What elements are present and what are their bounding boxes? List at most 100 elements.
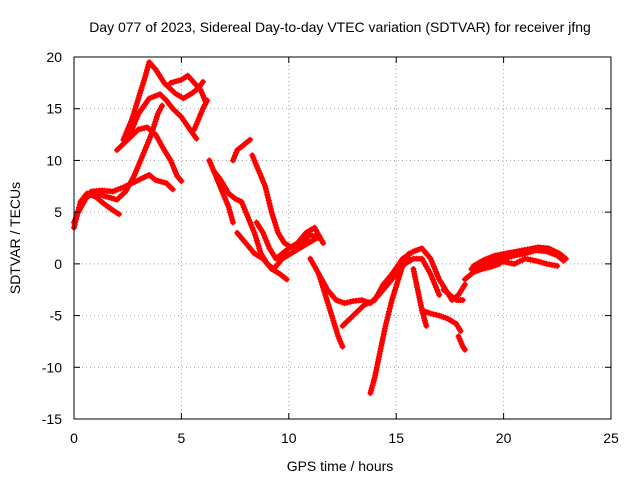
data-point <box>386 305 393 312</box>
axis-ticks: 0 5 10 15 20 25 -15 -10 -5 0 5 10 15 20 <box>42 49 619 446</box>
data-point <box>167 79 174 86</box>
data-point <box>540 260 547 267</box>
data-point <box>461 281 468 288</box>
data-point <box>95 191 102 198</box>
y-tick-label: -10 <box>42 359 62 375</box>
data-point <box>341 300 348 307</box>
data-point <box>155 177 162 184</box>
data-point <box>247 136 254 143</box>
series-points-arc-10 <box>206 157 236 226</box>
y-tick-label: 15 <box>46 101 62 117</box>
x-tick-label: 15 <box>388 430 404 446</box>
data-point <box>430 311 437 318</box>
series-points-arc-5 <box>120 59 206 143</box>
data-point <box>427 310 434 317</box>
data-point <box>360 302 367 309</box>
data-point <box>100 192 107 199</box>
data-point <box>382 322 389 329</box>
data-point <box>204 97 211 104</box>
data-point <box>134 177 141 184</box>
data-point <box>116 211 123 218</box>
data-point <box>170 79 177 86</box>
data-point <box>157 178 164 185</box>
data-point <box>265 197 272 204</box>
data-point <box>283 276 290 283</box>
series-points-arc-15 <box>234 229 290 283</box>
data-point <box>138 125 145 132</box>
data-point <box>514 259 521 266</box>
data-point <box>173 78 180 85</box>
data-point <box>262 183 269 190</box>
series-points-arc-26 <box>470 244 569 269</box>
y-tick-label: 20 <box>46 49 62 65</box>
y-tick-label: 0 <box>54 256 62 272</box>
data-point <box>151 93 158 100</box>
data-point <box>433 311 440 318</box>
data-point <box>548 246 555 253</box>
series-points-arc-12 <box>249 152 322 252</box>
data-point <box>146 95 153 102</box>
y-tick-label: -15 <box>42 411 62 427</box>
data-point <box>457 328 464 335</box>
y-tick-label: 10 <box>46 152 62 168</box>
data-point <box>154 92 161 99</box>
data-point <box>538 259 545 266</box>
data-point <box>385 311 392 318</box>
x-tick-label: 0 <box>70 430 78 446</box>
data-points <box>71 59 569 397</box>
data-point <box>551 247 558 254</box>
data-point <box>117 185 124 192</box>
data-point <box>92 190 99 197</box>
x-axis-label: GPS time / hours <box>287 458 394 474</box>
data-point <box>384 314 391 321</box>
data-point <box>363 300 370 307</box>
data-point <box>263 189 270 196</box>
data-point <box>169 186 176 193</box>
data-point <box>387 302 394 309</box>
series-points-arc-7 <box>167 72 209 104</box>
data-point <box>265 194 272 201</box>
data-point <box>532 257 539 264</box>
data-point <box>479 266 486 273</box>
data-point <box>160 179 167 186</box>
data-point <box>511 260 518 267</box>
y-tick-label: 5 <box>54 204 62 220</box>
y-tick-label: -5 <box>50 308 63 324</box>
series-points-arc-24 <box>455 333 468 353</box>
data-point <box>267 206 274 213</box>
data-point <box>483 255 490 262</box>
data-point <box>141 125 148 132</box>
data-point <box>229 219 236 226</box>
x-tick-label: 5 <box>178 430 186 446</box>
data-point <box>339 343 346 350</box>
data-point <box>175 77 182 84</box>
series-points-arc-6 <box>124 91 200 143</box>
data-point <box>313 235 320 241</box>
data-point <box>266 200 273 207</box>
data-point <box>386 308 393 315</box>
series-points-arc-8 <box>191 97 211 133</box>
data-point <box>103 193 110 200</box>
data-point <box>562 255 569 262</box>
data-point <box>516 258 523 265</box>
data-point <box>108 195 115 202</box>
data-point <box>267 203 274 210</box>
series-points-arc-23 <box>440 286 466 304</box>
data-point <box>535 258 542 265</box>
data-point <box>383 317 390 324</box>
data-point <box>496 260 503 267</box>
series-points-arc-28 <box>461 260 503 283</box>
data-point <box>347 298 354 305</box>
x-tick-label: 25 <box>603 430 619 446</box>
grid <box>74 57 611 419</box>
data-point <box>519 256 526 263</box>
data-point <box>135 126 142 133</box>
data-point <box>481 265 488 272</box>
series-points-arc-22 <box>418 307 464 335</box>
series-points-arc-11 <box>229 136 254 164</box>
x-tick-label: 20 <box>496 430 512 446</box>
data-point <box>97 192 104 199</box>
data-point <box>131 178 138 185</box>
data-point <box>320 240 327 247</box>
